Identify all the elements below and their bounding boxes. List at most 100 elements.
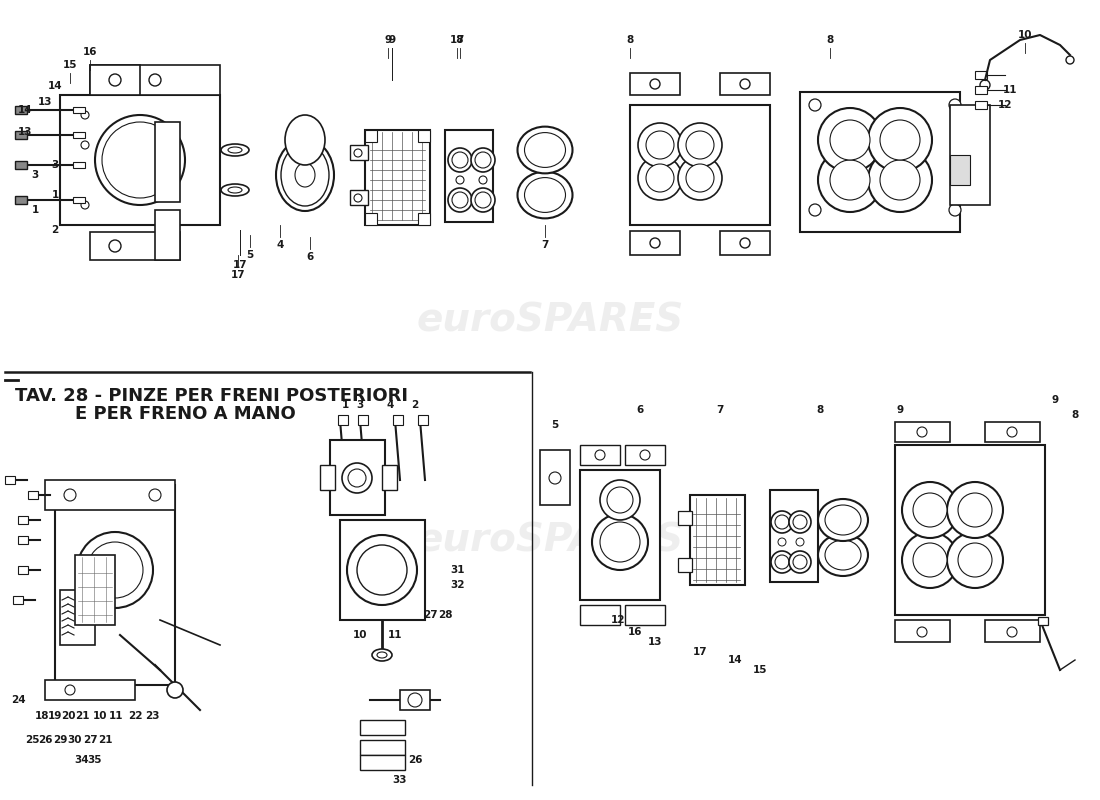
Bar bbox=[155, 122, 180, 202]
Text: euroSPARES: euroSPARES bbox=[417, 521, 683, 559]
Bar bbox=[984, 620, 1040, 642]
Circle shape bbox=[408, 693, 422, 707]
Text: 9: 9 bbox=[896, 405, 903, 415]
Circle shape bbox=[868, 148, 932, 212]
Circle shape bbox=[913, 543, 947, 577]
Bar bbox=[975, 101, 987, 109]
Bar bbox=[950, 155, 970, 185]
Circle shape bbox=[148, 74, 161, 86]
Circle shape bbox=[949, 99, 961, 111]
Bar bbox=[360, 740, 405, 755]
Bar bbox=[950, 105, 990, 205]
Circle shape bbox=[478, 176, 487, 184]
Circle shape bbox=[818, 148, 882, 212]
Text: 26: 26 bbox=[408, 755, 422, 765]
Text: 21: 21 bbox=[98, 735, 112, 745]
Ellipse shape bbox=[221, 144, 249, 156]
Text: 8: 8 bbox=[826, 35, 834, 45]
Text: 13: 13 bbox=[37, 97, 53, 107]
Circle shape bbox=[452, 152, 468, 168]
Circle shape bbox=[1006, 427, 1018, 437]
Circle shape bbox=[148, 489, 161, 501]
Bar bbox=[340, 520, 425, 620]
Bar bbox=[382, 465, 397, 490]
Circle shape bbox=[475, 192, 491, 208]
Circle shape bbox=[880, 120, 920, 160]
Text: 5: 5 bbox=[246, 250, 254, 260]
Circle shape bbox=[740, 79, 750, 89]
Bar bbox=[895, 422, 950, 442]
Circle shape bbox=[678, 123, 722, 167]
Text: E PER FRENO A MANO: E PER FRENO A MANO bbox=[75, 405, 296, 423]
Circle shape bbox=[1006, 627, 1018, 637]
Bar bbox=[320, 465, 336, 490]
Circle shape bbox=[640, 450, 650, 460]
Bar bbox=[360, 755, 405, 770]
Text: 30: 30 bbox=[68, 735, 82, 745]
Bar bbox=[358, 415, 368, 425]
Circle shape bbox=[81, 111, 89, 119]
Text: 6: 6 bbox=[637, 405, 644, 415]
Bar bbox=[365, 130, 430, 225]
Ellipse shape bbox=[285, 115, 324, 165]
Bar bbox=[15, 196, 28, 204]
Bar bbox=[90, 65, 140, 95]
Circle shape bbox=[808, 99, 821, 111]
Text: 7: 7 bbox=[456, 35, 464, 45]
Text: 6: 6 bbox=[307, 252, 314, 262]
Circle shape bbox=[456, 176, 464, 184]
Circle shape bbox=[650, 79, 660, 89]
Bar bbox=[540, 450, 570, 505]
Ellipse shape bbox=[228, 187, 242, 193]
Text: 10: 10 bbox=[353, 630, 367, 640]
Circle shape bbox=[646, 164, 674, 192]
Circle shape bbox=[771, 551, 793, 573]
Bar bbox=[28, 491, 38, 499]
Circle shape bbox=[95, 115, 185, 205]
Bar bbox=[418, 415, 428, 425]
Circle shape bbox=[109, 240, 121, 252]
Circle shape bbox=[793, 555, 807, 569]
Text: 17: 17 bbox=[231, 270, 245, 280]
Bar bbox=[895, 445, 1045, 615]
Text: 7: 7 bbox=[716, 405, 724, 415]
Ellipse shape bbox=[825, 505, 861, 535]
Circle shape bbox=[342, 463, 372, 493]
Ellipse shape bbox=[276, 139, 334, 211]
Text: 20: 20 bbox=[60, 711, 75, 721]
Bar bbox=[15, 131, 28, 139]
Text: 1: 1 bbox=[341, 400, 349, 410]
Circle shape bbox=[796, 538, 804, 546]
Text: 32: 32 bbox=[451, 580, 465, 590]
Bar bbox=[690, 495, 745, 585]
Bar bbox=[15, 106, 28, 114]
Ellipse shape bbox=[517, 126, 572, 174]
Bar bbox=[13, 596, 23, 604]
Bar bbox=[45, 680, 135, 700]
Circle shape bbox=[917, 627, 927, 637]
Bar bbox=[365, 213, 377, 225]
Circle shape bbox=[902, 532, 958, 588]
Text: 21: 21 bbox=[75, 711, 89, 721]
Text: 16: 16 bbox=[82, 47, 97, 57]
Circle shape bbox=[830, 160, 870, 200]
Ellipse shape bbox=[228, 147, 242, 153]
Text: 1: 1 bbox=[52, 190, 58, 200]
Text: 9: 9 bbox=[1052, 395, 1058, 405]
Bar bbox=[720, 73, 770, 95]
Circle shape bbox=[109, 74, 121, 86]
Bar bbox=[678, 511, 692, 525]
Circle shape bbox=[65, 685, 75, 695]
Text: 3: 3 bbox=[52, 160, 58, 170]
Circle shape bbox=[650, 238, 660, 248]
Circle shape bbox=[789, 511, 811, 533]
Circle shape bbox=[947, 482, 1003, 538]
Bar bbox=[1038, 617, 1048, 625]
Circle shape bbox=[348, 469, 366, 487]
Bar bbox=[350, 145, 368, 160]
Circle shape bbox=[868, 108, 932, 172]
Bar bbox=[580, 470, 660, 600]
Bar bbox=[60, 95, 220, 225]
Circle shape bbox=[947, 532, 1003, 588]
Text: 12: 12 bbox=[998, 100, 1012, 110]
